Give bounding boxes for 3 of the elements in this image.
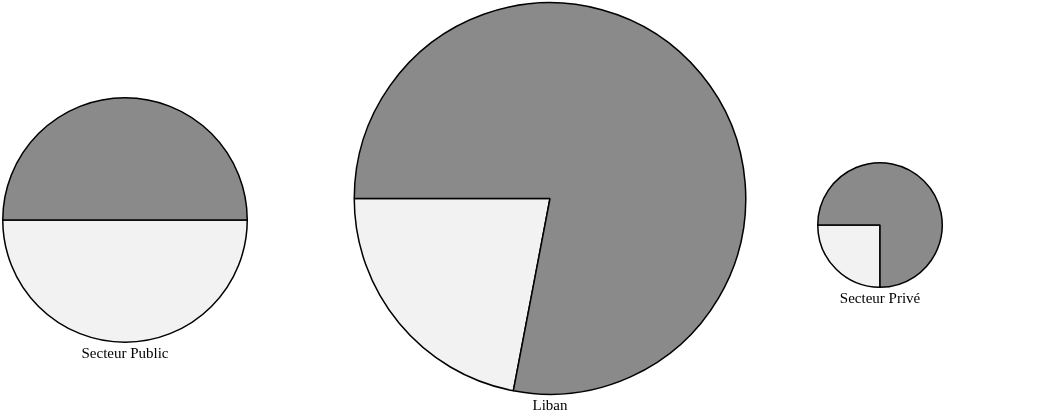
text: Liban — [532, 396, 568, 413]
text: Secteur Public — [81, 344, 169, 361]
text: Secteur Privé — [839, 289, 921, 306]
